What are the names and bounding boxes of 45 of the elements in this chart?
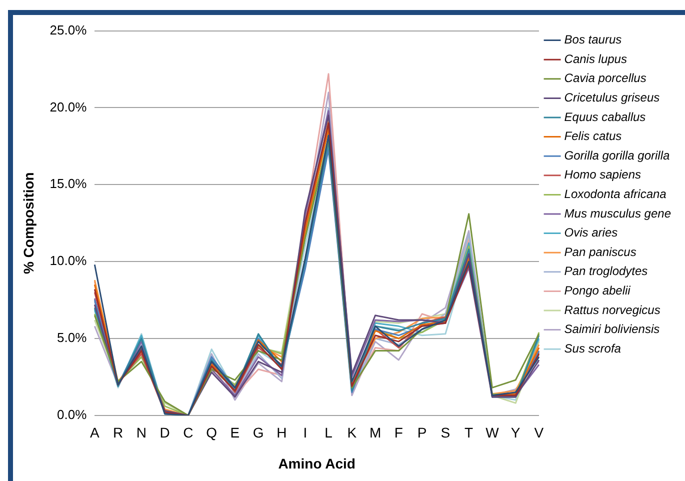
y-axis-title: % Composition (20, 172, 36, 274)
legend-label: Cavia porcellus (564, 71, 646, 86)
legend-label: Sus scrofa (564, 341, 622, 356)
x-tick-label: H (276, 424, 287, 441)
x-tick-label: F (394, 424, 403, 441)
legend-label: Pan troglodytes (564, 264, 648, 278)
x-tick-label: C (183, 424, 194, 441)
legend-label: Homo sapiens (564, 168, 641, 182)
x-axis-title: Amino Acid (278, 455, 356, 472)
x-tick-label: T (464, 424, 474, 441)
x-tick-label: S (440, 424, 450, 441)
y-tick-label: 20.0% (50, 99, 88, 114)
x-tick-label: M (369, 424, 382, 441)
x-tick-label: G (252, 424, 264, 441)
x-tick-label: V (534, 424, 544, 441)
y-tick-label: 5.0% (57, 330, 88, 346)
legend-label: Pan paniscus (564, 244, 636, 259)
y-tick-label: 10.0% (50, 253, 88, 268)
legend-label: Cricetulus griseus (564, 90, 660, 105)
legend-label: Equus caballus (564, 110, 646, 124)
x-tick-label: L (324, 424, 333, 441)
x-tick-label: N (136, 424, 146, 441)
x-tick-label: R (112, 424, 124, 441)
y-tick-label: 15.0% (50, 176, 88, 192)
x-tick-label: W (486, 424, 500, 441)
x-tick-label: K (347, 424, 358, 441)
y-tick-label: 25.0% (50, 22, 88, 38)
x-tick-label: D (160, 424, 170, 441)
x-tick-label: E (230, 424, 240, 441)
legend-label: Ovis aries (564, 226, 618, 240)
legend-label: Felis catus (564, 129, 622, 144)
legend-label: Bos taurus (564, 32, 622, 47)
x-tick-label: Y (510, 424, 521, 441)
legend-label: Mus musculus gene (564, 206, 672, 220)
legend-label: Saimiri boliviensis (564, 322, 660, 336)
legend-label: Pongo abelii (564, 284, 631, 298)
x-tick-label: A (90, 424, 100, 441)
legend-label: Loxodonta africana (564, 187, 667, 202)
x-tick-label: P (417, 424, 427, 441)
legend-label: Gorilla gorilla gorilla (564, 148, 670, 162)
y-tick-label: 0.0% (57, 406, 88, 422)
x-tick-label: I (303, 424, 308, 441)
x-tick-label: Q (206, 424, 218, 441)
legend-label: Canis lupus (564, 52, 627, 66)
legend-label: Rattus norvegicus (564, 302, 660, 317)
